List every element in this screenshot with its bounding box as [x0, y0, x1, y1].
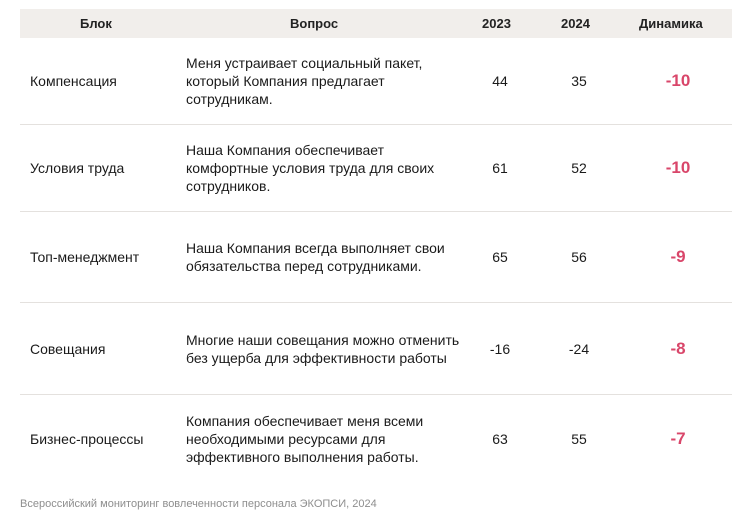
row-value-2023: 61	[492, 160, 508, 176]
row-value-2023: -16	[489, 340, 511, 357]
row-change: -8	[670, 338, 686, 358]
table-row: Условия труда Наша Компания обеспечивает…	[20, 124, 732, 211]
table-row: Топ-менеджмент Наша Компания всегда выпо…	[20, 211, 732, 302]
row-value-2023: 65	[492, 249, 508, 265]
row-value-2023: 63	[492, 431, 508, 447]
row-block: Совещания	[30, 340, 106, 357]
table-row: Бизнес-процессы Компания обеспечивает ме…	[20, 394, 732, 483]
row-question: Меня устраивает социальный пакет, которы…	[186, 55, 423, 107]
source-caption: Всероссийский мониторинг вовлеченности п…	[20, 498, 377, 510]
row-block: Топ-менеджмент	[30, 249, 140, 265]
row-value-2024: -24	[568, 340, 590, 357]
row-value-2023: 44	[492, 73, 508, 89]
table-header: Блок Вопрос 2023 2024 Динамика	[20, 9, 732, 38]
table-body: Компенсация Меня устраивает социальный п…	[20, 38, 732, 483]
row-change: -7	[670, 429, 686, 448]
row-change: -9	[670, 247, 686, 266]
header-change: Динамика	[639, 16, 703, 31]
header-block: Блок	[80, 16, 112, 31]
row-question: Наша Компания обеспечивает комфортные ус…	[186, 142, 435, 194]
row-change: -10	[665, 71, 691, 90]
row-question: Многие наши совещания можно отменить без…	[186, 331, 460, 366]
row-block: Компенсация	[30, 73, 117, 89]
row-value-2024: 56	[571, 249, 587, 265]
row-value-2024: 52	[571, 160, 587, 176]
row-value-2024: 55	[571, 431, 587, 447]
row-question: Компания обеспечивает меня всеми необход…	[186, 413, 424, 465]
engagement-table: Блок Вопрос 2023 2024 Динамика Компенсац…	[20, 9, 732, 483]
table-row: Совещания Многие наши совещания можно от…	[20, 302, 732, 394]
header-question: Вопрос	[290, 16, 339, 31]
header-2023: 2023	[482, 16, 511, 31]
table-row: Компенсация Меня устраивает социальный п…	[20, 38, 732, 124]
row-question: Наша Компания всегда выполняет свои обяз…	[186, 240, 445, 274]
row-value-2024: 35	[571, 73, 587, 89]
row-block: Бизнес-процессы	[30, 431, 144, 447]
row-block: Условия труда	[30, 160, 125, 176]
header-2024: 2024	[561, 16, 590, 31]
row-change: -10	[665, 158, 691, 177]
